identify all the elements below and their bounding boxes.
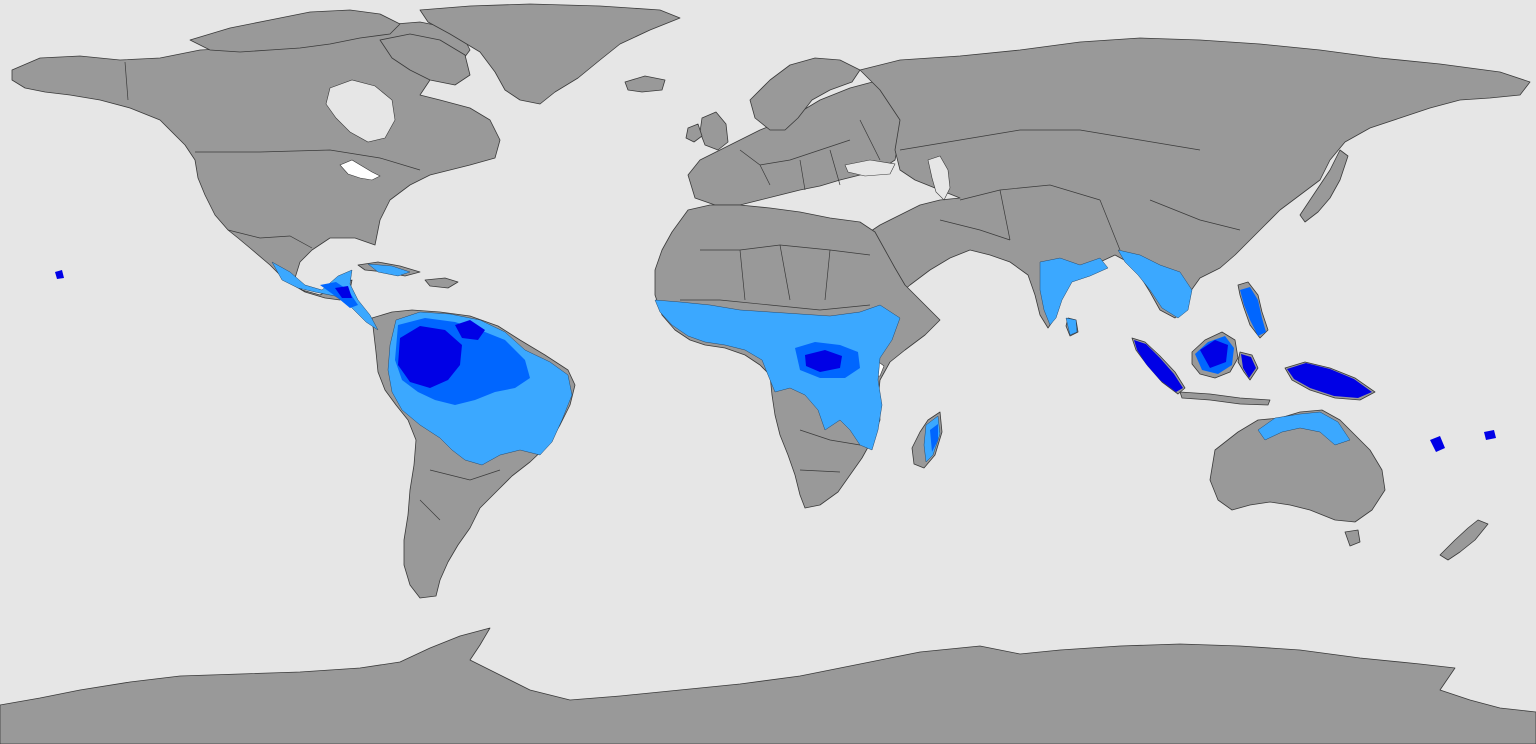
zone-light-india	[1039, 257, 1109, 326]
zone-dark-panama	[335, 286, 352, 298]
zone-light-central-america	[271, 261, 379, 331]
black-sea	[844, 159, 896, 177]
hudson-bay	[325, 79, 396, 143]
zone-light-australia-north	[1257, 411, 1351, 446]
zone-medium-madagascar	[930, 424, 938, 452]
iceland	[624, 75, 666, 93]
zone-light-caribbean	[367, 263, 411, 277]
border-usa-mexico	[227, 229, 313, 249]
border-usa-canada	[195, 149, 421, 171]
greenland	[419, 3, 681, 105]
zone-light-sri-lanka	[1065, 317, 1078, 336]
baffin-island	[379, 33, 471, 86]
border-alaska	[124, 61, 129, 101]
arctic-islands	[189, 9, 401, 53]
ireland	[685, 123, 703, 143]
tasmania	[1344, 529, 1361, 547]
scandinavia	[749, 57, 861, 131]
zone-light-southeast-asia	[1117, 249, 1193, 319]
borders-asia	[899, 129, 1241, 251]
great-lakes	[339, 159, 381, 181]
caspian-sea	[927, 155, 951, 201]
japan	[1299, 149, 1349, 223]
zone-dark-borneo	[1200, 340, 1228, 368]
zone-medium-philippines	[1240, 287, 1266, 336]
zone-dark	[55, 270, 1496, 452]
java	[1179, 391, 1271, 406]
zone-dark-guiana	[455, 320, 485, 340]
antarctica	[0, 627, 1536, 744]
zone-medium-central-america	[320, 282, 358, 308]
zone-light-africa	[654, 299, 901, 451]
new-zealand	[1439, 519, 1489, 561]
borders-europe	[739, 119, 881, 191]
zone-dark-amazon	[398, 326, 462, 388]
zone-dark-new-guinea	[1287, 363, 1372, 398]
zone-dark-congo	[805, 350, 842, 372]
zone-dark-sumatra	[1134, 340, 1183, 392]
zone-dark-sulawesi	[1241, 354, 1256, 378]
hispaniola	[424, 277, 459, 289]
